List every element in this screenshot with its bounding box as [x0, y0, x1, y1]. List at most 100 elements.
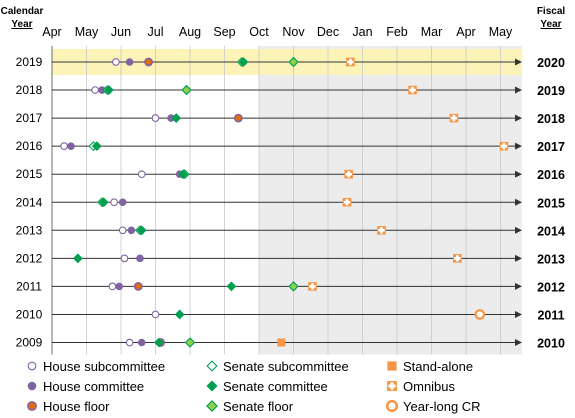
event-markers: [60, 56, 509, 348]
marker-omnibus-2019-cross-v: [349, 58, 352, 66]
calendar-year-2018: 2018: [16, 83, 43, 97]
legend-item-senate-floor: Senate floor: [206, 399, 294, 414]
marker-house-subcommittee-2016-shape: [60, 142, 68, 150]
legend-label-senate-floor: Senate floor: [223, 399, 294, 414]
calendar-year-2017: 2017: [16, 111, 43, 125]
month-label-apr-0: Apr: [42, 25, 61, 39]
marker-senate-committee-2014-shape: [98, 197, 109, 208]
month-label-may-1: May: [75, 25, 99, 39]
marker-senate-floor-2011: [288, 281, 299, 292]
marker-senate-committee-2010: [174, 309, 185, 320]
marker-house-subcommittee-2009: [125, 338, 134, 347]
marker-house-subcommittee-2014-shape: [110, 198, 118, 207]
marker-house-subcommittee-2018-shape: [91, 86, 99, 94]
fiscal-year-2011: 2011: [537, 308, 564, 322]
marker-senate-committee-2017-shape: [171, 113, 182, 124]
legend-label-house-committee: House committee: [43, 379, 144, 394]
marker-house-subcommittee-2009-shape: [125, 338, 134, 347]
marker-house-subcommittee-2016: [60, 142, 68, 150]
legend-swatch-omnibus: [387, 381, 397, 391]
marker-senate-floor-2018: [181, 84, 192, 96]
legend-swatch-stand-alone-shape: [387, 361, 397, 371]
marker-house-subcommittee-2019: [111, 58, 120, 66]
fiscal-year-2019: 2019: [537, 84, 565, 98]
fiscal-header-line2: Year: [540, 19, 561, 30]
marker-house-floor-2011: [133, 281, 143, 291]
month-label-feb-10: Feb: [386, 25, 408, 39]
marker-house-committee-2012: [136, 254, 144, 263]
marker-senate-committee-2013: [136, 225, 147, 236]
marker-house-subcommittee-2011: [108, 282, 117, 291]
month-axis: Apr May Jun Jul Aug Sep Oct Nov Dec Jan Feb Mar Apr M…: [42, 25, 513, 39]
marker-senate-committee-2015: [178, 169, 189, 180]
legend-swatch-house-floor-shape: [27, 401, 37, 411]
marker-house-committee-2011: [115, 282, 124, 291]
marker-omnibus-2015-cross-v: [347, 170, 350, 178]
month-label-oct-6: Oct: [249, 25, 269, 39]
marker-house-subcommittee-2018: [91, 86, 99, 94]
calendar-header-line2: Year: [11, 19, 32, 30]
legend: House subcommittee Senate subcommittee Sta…: [27, 359, 481, 414]
legend-label-house-floor: House floor: [43, 399, 110, 414]
marker-omnibus-2017-cross-v: [452, 114, 456, 122]
marker-house-committee-2014: [118, 198, 127, 207]
calendar-year-2014: 2014: [16, 195, 43, 209]
marker-house-floor-2011-shape: [133, 281, 143, 291]
legend-swatch-house-committee: [27, 381, 37, 391]
marker-house-subcommittee-2010-shape: [151, 310, 160, 319]
marker-omnibus-2016-cross-v: [502, 142, 506, 150]
legend-swatch-year-long-cr: [385, 399, 399, 413]
marker-omnibus-2015: [344, 169, 353, 179]
legend-label-stand-alone: Stand-alone: [403, 359, 473, 374]
marker-omnibus-2013: [377, 226, 386, 235]
marker-senate-floor-2019-shape: [288, 56, 299, 68]
marker-house-subcommittee-2017-shape: [151, 114, 160, 122]
month-label-jun-2: Jun: [111, 25, 131, 39]
marker-omnibus-2017: [449, 113, 459, 123]
month-label-nov-7: Nov: [282, 25, 305, 39]
marker-house-subcommittee-2012-shape: [120, 254, 129, 263]
month-label-dec-8: Dec: [317, 25, 339, 39]
month-label-jul-3: Jul: [148, 25, 164, 39]
legend-swatch-senate-committee: [206, 380, 218, 392]
legend-swatch-senate-floor-shape: [206, 400, 218, 412]
marker-house-subcommittee-2015: [137, 170, 146, 179]
calendar-year-2010: 2010: [16, 307, 43, 321]
legend-swatch-year-long-cr-shape: [385, 399, 399, 413]
marker-house-committee-2009: [137, 338, 146, 347]
marker-house-subcommittee-2013: [118, 226, 127, 235]
calendar-year-2009: 2009: [16, 336, 43, 350]
month-label-aug-4: Aug: [179, 25, 201, 39]
legend-label-senate-subcommittee: Senate subcommittee: [223, 359, 349, 374]
fiscal-year-2014: 2014: [537, 224, 565, 238]
fiscal-year-2010: 2010: [537, 337, 565, 351]
calendar-year-2011: 2011: [16, 279, 42, 293]
marker-senate-committee-2019: [238, 57, 249, 67]
marker-house-subcommittee-2015-shape: [137, 170, 146, 179]
calendar-year-2013: 2013: [16, 223, 43, 237]
legend-swatch-senate-subcommittee: [206, 360, 218, 372]
marker-house-subcommittee-2012: [120, 254, 129, 263]
marker-senate-committee-2012-shape: [72, 253, 83, 264]
fiscal-year-2013: 2013: [537, 252, 565, 266]
fiscal-year-2017: 2017: [537, 140, 565, 154]
marker-house-committee-2016-shape: [67, 142, 75, 150]
marker-omnibus-2011: [308, 282, 317, 291]
marker-senate-committee-2009: [154, 337, 164, 348]
marker-house-subcommittee-2017: [151, 114, 160, 122]
marker-senate-committee-2011: [226, 281, 237, 292]
marker-omnibus-2012-cross-v: [456, 255, 459, 262]
marker-house-subcommittee-2010: [151, 310, 160, 319]
legend-swatch-stand-alone: [387, 361, 397, 371]
marker-senate-committee-2018: [104, 85, 114, 95]
month-label-sep-5: Sep: [213, 25, 235, 39]
marker-house-committee-2016: [67, 142, 75, 150]
legend-label-year-long-cr: Year-long CR: [403, 399, 481, 414]
marker-house-floor-2019-shape: [144, 57, 153, 67]
fiscal-year-2012: 2012: [537, 280, 565, 294]
legend-swatch-house-floor: [27, 401, 37, 411]
marker-house-committee-2009-shape: [137, 338, 146, 347]
marker-senate-committee-2009-shape: [154, 337, 164, 348]
calendar-header-line1: Calendar: [1, 6, 44, 17]
marker-house-subcommittee-2014: [110, 198, 118, 207]
